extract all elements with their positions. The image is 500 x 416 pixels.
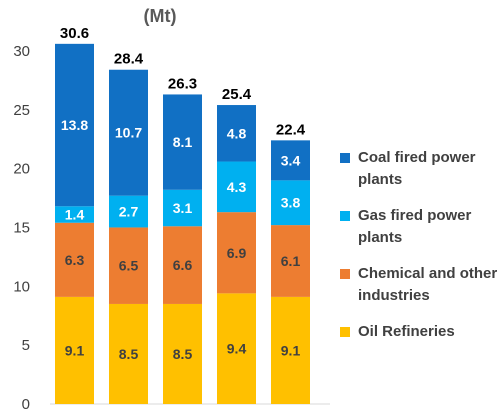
segment-value-label: 6.9 xyxy=(227,245,247,261)
segment-value-label: 9.1 xyxy=(65,342,85,358)
legend-label-gas: Gas fired power plants xyxy=(358,207,472,246)
legend-swatch-oil xyxy=(340,327,350,337)
segment-value-label: 6.5 xyxy=(119,258,139,274)
y-tick-label: 30 xyxy=(13,43,30,60)
legend-item-chemical: Chemical and other industries xyxy=(338,263,498,321)
y-tick-label: 0 xyxy=(22,396,30,413)
bar-total-label: 25.4 xyxy=(222,86,252,103)
segment-value-label: 2.7 xyxy=(119,204,139,220)
y-tick-label: 15 xyxy=(13,219,30,236)
bar-segment xyxy=(163,303,202,404)
bar-segment xyxy=(271,180,310,226)
legend-item-oil: Oil Refineries xyxy=(338,321,498,379)
segment-value-label: 1.4 xyxy=(65,207,85,223)
bar-segment xyxy=(217,293,256,404)
segment-value-label: 3.4 xyxy=(281,152,301,168)
segment-value-label: 9.4 xyxy=(227,341,247,357)
legend-item-coal: Coal fired power plants xyxy=(338,147,498,205)
bar-segment xyxy=(217,161,256,213)
bar-segment xyxy=(55,296,94,404)
y-tick-label: 25 xyxy=(13,102,30,119)
bar-segment xyxy=(163,189,202,227)
legend-swatch-coal xyxy=(340,153,350,163)
legend-label-chemical: Chemical and other industries xyxy=(358,265,498,304)
segment-value-label: 3.1 xyxy=(173,200,193,216)
segment-value-label: 4.3 xyxy=(227,179,247,195)
bar-total-label: 30.6 xyxy=(60,25,89,42)
chart-title-unit: (Mt) xyxy=(143,6,177,26)
segment-value-label: 6.3 xyxy=(65,252,85,268)
bar-segment xyxy=(217,105,256,162)
bar-segment xyxy=(55,43,94,207)
segment-value-label: 3.8 xyxy=(281,195,301,211)
segment-value-label: 8.5 xyxy=(119,346,139,362)
bar-segment xyxy=(271,296,310,404)
legend-item-gas: Gas fired power plants xyxy=(338,205,498,263)
bar-segment xyxy=(163,94,202,190)
legend-label-coal: Coal fired power plants xyxy=(358,149,476,188)
bar-segment xyxy=(55,222,94,297)
bar-segment xyxy=(109,195,148,228)
bar-segment xyxy=(163,226,202,304)
segment-value-label: 8.5 xyxy=(173,346,193,362)
segment-value-label: 10.7 xyxy=(115,125,142,141)
bar-segment xyxy=(55,206,94,223)
legend-swatch-gas xyxy=(340,211,350,221)
segment-value-label: 8.1 xyxy=(173,134,193,150)
segment-value-label: 6.6 xyxy=(173,257,193,273)
legend-swatch-chemical xyxy=(340,269,350,279)
segment-value-label: 9.1 xyxy=(281,342,301,358)
y-tick-label: 10 xyxy=(13,278,30,295)
bar-segment xyxy=(109,69,148,196)
legend-label-oil: Oil Refineries xyxy=(358,323,455,340)
bar-segment xyxy=(109,227,148,304)
segment-value-label: 4.8 xyxy=(227,125,247,141)
bar-segment xyxy=(271,225,310,297)
bar-segment xyxy=(217,212,256,294)
segment-value-label: 13.8 xyxy=(61,117,88,133)
bar-segment xyxy=(109,303,148,404)
y-tick-label: 5 xyxy=(22,337,30,354)
bar-segment xyxy=(271,140,310,181)
bar-total-label: 26.3 xyxy=(168,75,197,92)
legend: Coal fired power plants Gas fired power … xyxy=(338,147,498,379)
y-tick-label: 20 xyxy=(13,161,30,178)
bar-total-label: 28.4 xyxy=(114,51,144,68)
bar-total-label: 22.4 xyxy=(276,121,306,138)
segment-value-label: 6.1 xyxy=(281,253,301,269)
